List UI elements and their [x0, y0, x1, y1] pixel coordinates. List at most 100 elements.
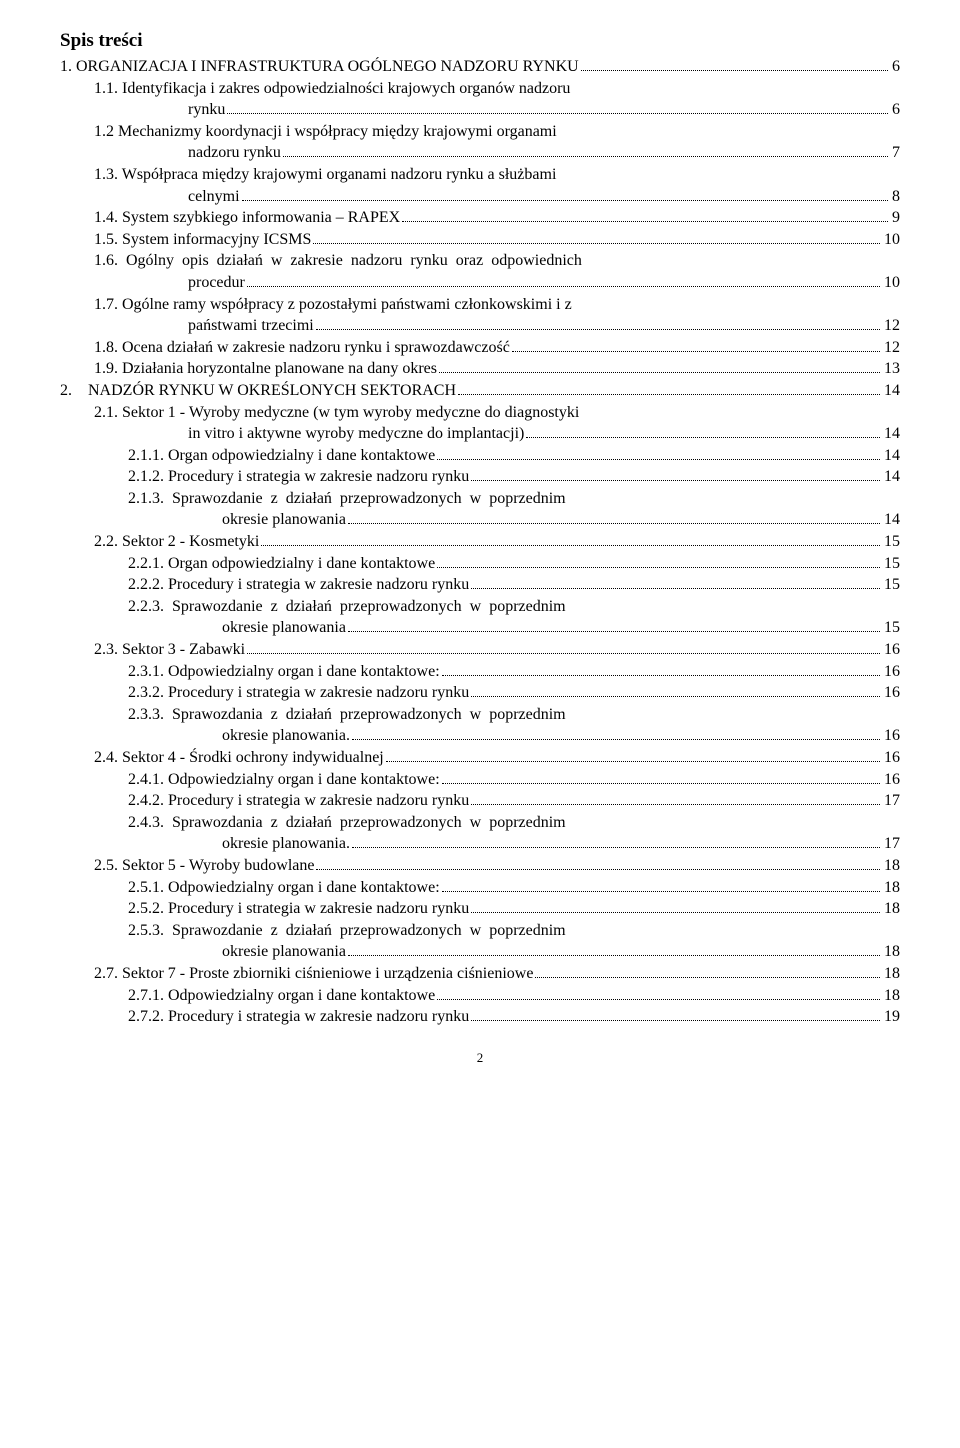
- toc-entry: 2.4. Sektor 4 - Środki ochrony indywidua…: [60, 747, 900, 769]
- toc-leader: [512, 351, 880, 352]
- toc-entry: 1.8. Ocena działań w zakresie nadzoru ry…: [60, 337, 900, 359]
- toc-entry-text: 2.1.2. Procedury i strategia w zakresie …: [128, 466, 469, 488]
- toc-entry: 2.2.2. Procedury i strategia w zakresie …: [60, 574, 900, 596]
- toc-entry-page: 15: [882, 531, 900, 553]
- toc-entry-text: 2.5.1. Odpowiedzialny organ i dane konta…: [128, 877, 440, 899]
- toc-entry: 2.1.1. Organ odpowiedzialny i dane konta…: [60, 445, 900, 467]
- toc-leader: [437, 459, 880, 460]
- toc-entry-text: 2.3. Sektor 3 - Zabawki: [94, 639, 245, 661]
- toc-entry-page: 16: [882, 639, 900, 661]
- toc-entry: 2.2. Sektor 2 - Kosmetyki15: [60, 531, 900, 553]
- toc-leader: [316, 329, 880, 330]
- toc-leader: [471, 804, 880, 805]
- toc-entry: okresie planowania.16: [60, 725, 900, 747]
- toc-entry: 2. NADZÓR RYNKU W OKREŚLONYCH SEKTORACH1…: [60, 380, 900, 402]
- toc-entry-text: okresie planowania: [222, 941, 346, 963]
- toc-entry-text: 2.3.3. Sprawozdania z działań przeprowad…: [128, 704, 566, 726]
- toc-entry-page: 12: [882, 337, 900, 359]
- toc-entry: 2.1.3. Sprawozdanie z działań przeprowad…: [60, 488, 900, 510]
- toc-entry: 1.9. Działania horyzontalne planowane na…: [60, 358, 900, 380]
- toc-entry-text: 1.4. System szybkiego informowania – RAP…: [94, 207, 400, 229]
- toc-entry-page: 6: [890, 56, 900, 78]
- toc-entry: 2.3.3. Sprawozdania z działań przeprowad…: [60, 704, 900, 726]
- toc-entry-text: 2.1.1. Organ odpowiedzialny i dane konta…: [128, 445, 435, 467]
- toc-entry-page: 18: [882, 877, 900, 899]
- toc-leader: [535, 977, 880, 978]
- toc-entry-page: 8: [890, 186, 900, 208]
- toc-entry-page: 15: [882, 574, 900, 596]
- toc-leader: [247, 653, 880, 654]
- toc-leader: [316, 869, 880, 870]
- toc-leader: [348, 631, 880, 632]
- toc-entry-text: 2.5. Sektor 5 - Wyroby budowlane: [94, 855, 314, 877]
- toc-leader: [471, 912, 880, 913]
- toc-entry-page: 15: [882, 617, 900, 639]
- toc-leader: [581, 70, 888, 71]
- toc-leader: [442, 675, 880, 676]
- toc-entry-text: 2.4.2. Procedury i strategia w zakresie …: [128, 790, 469, 812]
- toc-entry-text: okresie planowania: [222, 617, 346, 639]
- toc-leader: [402, 221, 888, 222]
- toc-entry: 2.5.2. Procedury i strategia w zakresie …: [60, 898, 900, 920]
- toc-entry: 2.3.1. Odpowiedzialny organ i dane konta…: [60, 661, 900, 683]
- toc-entry-page: 10: [882, 272, 900, 294]
- table-of-contents: 1. ORGANIZACJA I INFRASTRUKTURA OGÓLNEGO…: [60, 56, 900, 1028]
- toc-entry-text: 2.1.3. Sprawozdanie z działań przeprowad…: [128, 488, 566, 510]
- toc-entry: 2.1. Sektor 1 - Wyroby medyczne (w tym w…: [60, 402, 900, 424]
- toc-entry-text: 2.5.2. Procedury i strategia w zakresie …: [128, 898, 469, 920]
- toc-entry: 2.7.2. Procedury i strategia w zakresie …: [60, 1006, 900, 1028]
- toc-entry-page: 15: [882, 553, 900, 575]
- toc-entry-text: 2.7. Sektor 7 - Proste zbiorniki ciśnien…: [94, 963, 533, 985]
- toc-entry: 2.1.2. Procedury i strategia w zakresie …: [60, 466, 900, 488]
- toc-leader: [348, 955, 880, 956]
- toc-leader: [471, 1020, 880, 1021]
- toc-leader: [437, 999, 880, 1000]
- toc-entry: 1.5. System informacyjny ICSMS10: [60, 229, 900, 251]
- toc-entry: 2.5.3. Sprawozdanie z działań przeprowad…: [60, 920, 900, 942]
- toc-entry-text: okresie planowania.: [222, 833, 350, 855]
- toc-entry: 2.5. Sektor 5 - Wyroby budowlane 18: [60, 855, 900, 877]
- toc-entry-text: 2.1. Sektor 1 - Wyroby medyczne (w tym w…: [94, 402, 579, 424]
- toc-entry-text: 1.1. Identyfikacja i zakres odpowiedzial…: [94, 78, 570, 100]
- toc-entry-page: 14: [882, 423, 900, 445]
- toc-leader: [386, 761, 880, 762]
- toc-leader: [261, 545, 880, 546]
- toc-entry: 2.5.1. Odpowiedzialny organ i dane konta…: [60, 877, 900, 899]
- toc-title: Spis treści: [60, 30, 900, 52]
- toc-entry: okresie planowania 15: [60, 617, 900, 639]
- toc-entry-text: 1.5. System informacyjny ICSMS: [94, 229, 311, 251]
- toc-entry: 1.2 Mechanizmy koordynacji i współpracy …: [60, 121, 900, 143]
- toc-entry: 1.6. Ogólny opis działań w zakresie nadz…: [60, 250, 900, 272]
- toc-entry-page: 16: [882, 725, 900, 747]
- toc-entry: 1.3. Współpraca między krajowymi organam…: [60, 164, 900, 186]
- toc-entry-text: okresie planowania: [222, 509, 346, 531]
- toc-entry-text: 1.7. Ogólne ramy współpracy z pozostałym…: [94, 294, 572, 316]
- toc-leader: [526, 437, 880, 438]
- toc-entry-page: 14: [882, 509, 900, 531]
- page-number: 2: [60, 1050, 900, 1066]
- toc-entry: 2.4.3. Sprawozdania z działań przeprowad…: [60, 812, 900, 834]
- toc-entry-page: 14: [882, 380, 900, 402]
- toc-entry: nadzoru rynku7: [60, 142, 900, 164]
- toc-entry: 2.2.3. Sprawozdanie z działań przeprowad…: [60, 596, 900, 618]
- toc-entry: okresie planowania.17: [60, 833, 900, 855]
- toc-entry-text: 2.7.1. Odpowiedzialny organ i dane konta…: [128, 985, 435, 1007]
- toc-entry: 2.7.1. Odpowiedzialny organ i dane konta…: [60, 985, 900, 1007]
- toc-leader: [471, 696, 880, 697]
- toc-entry-text: 1.3. Współpraca między krajowymi organam…: [94, 164, 556, 186]
- toc-entry-page: 16: [882, 682, 900, 704]
- toc-entry-text: celnymi: [188, 186, 240, 208]
- toc-leader: [352, 847, 880, 848]
- toc-entry-page: 7: [890, 142, 900, 164]
- toc-entry: 2.4.2. Procedury i strategia w zakresie …: [60, 790, 900, 812]
- toc-leader: [247, 286, 880, 287]
- toc-leader: [313, 243, 880, 244]
- toc-entry-text: procedur: [188, 272, 245, 294]
- toc-entry: 2.4.1. Odpowiedzialny organ i dane konta…: [60, 769, 900, 791]
- toc-leader: [442, 891, 880, 892]
- toc-entry-page: 18: [882, 963, 900, 985]
- toc-entry-page: 18: [882, 985, 900, 1007]
- toc-entry-text: 1.6. Ogólny opis działań w zakresie nadz…: [94, 250, 582, 272]
- toc-entry-text: 2.3.1. Odpowiedzialny organ i dane konta…: [128, 661, 440, 683]
- toc-entry-page: 18: [882, 855, 900, 877]
